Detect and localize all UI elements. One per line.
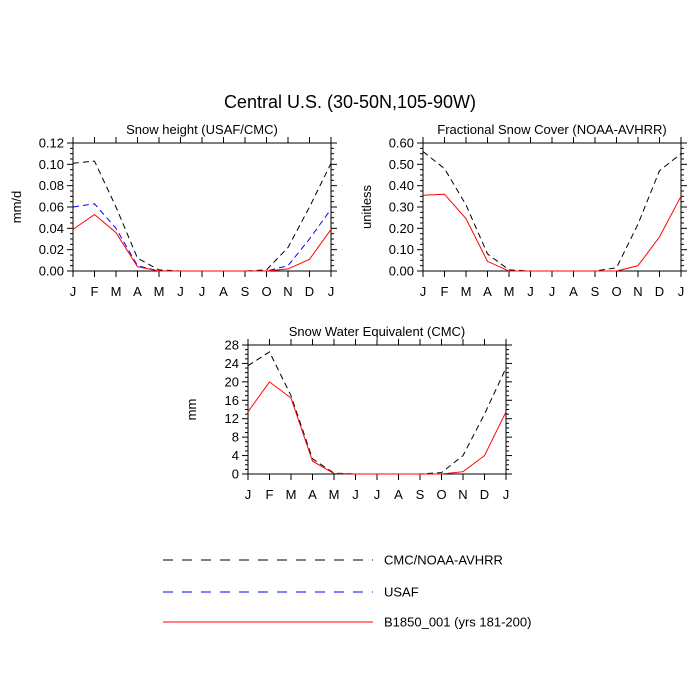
legend-label-1: USAF (384, 585, 419, 600)
fractional-snow-cover-x-tick-label: A (569, 284, 578, 299)
snow-water-equivalent-y-axis-label: mm (184, 399, 199, 421)
snow-height-series-cmc-noaa-avhrr (72, 160, 332, 272)
snow-water-equivalent-y-tick-label: 20 (225, 374, 239, 389)
snow-height-x-tick-label: J (177, 284, 184, 299)
snow-water-equivalent-title: Snow Water Equivalent (CMC) (289, 324, 466, 339)
fractional-snow-cover-y-tick-label: 0.60 (389, 136, 414, 151)
snow-water-equivalent-x-tick-label: J (245, 487, 252, 502)
snow-water-equivalent-x-tick-label: J (352, 487, 359, 502)
fractional-snow-cover-x-tick-label: M (461, 284, 472, 299)
snow-height-y-tick-label: 0.02 (39, 242, 64, 257)
snow-height-x-tick-label: D (305, 284, 314, 299)
snow-height-x-tick-label: J (199, 284, 206, 299)
snow-height-y-tick-label: 0.00 (39, 264, 64, 279)
fractional-snow-cover-panel: Fractional Snow Cover (NOAA-AVHRR) unitle… (359, 122, 687, 299)
snow-water-equivalent-x-tick-label: O (436, 487, 446, 502)
snow-height-x-tick-label: S (241, 284, 250, 299)
legend-label-2: B1850_001 (yrs 181-200) (384, 615, 531, 630)
fractional-snow-cover-series-b1850-001-yrs-181-200 (422, 193, 682, 272)
fractional-snow-cover-x-tick-label: M (504, 284, 515, 299)
snow-height-x-tick-label: M (154, 284, 165, 299)
snow-height-series-usaf (72, 203, 332, 272)
snow-height-y-tick-label: 0.04 (39, 221, 64, 236)
snow-height-series-b1850-001-yrs-181-200 (72, 213, 332, 272)
fractional-snow-cover-x-tick-label: D (655, 284, 664, 299)
snow-height-y-tick-label: 0.10 (39, 157, 64, 172)
snow-water-equivalent-x-tick-label: F (266, 487, 274, 502)
fractional-snow-cover-x-tick-label: F (441, 284, 449, 299)
snow-water-equivalent-x-tick-label: M (286, 487, 297, 502)
snow-height-x-tick-label: J (70, 284, 77, 299)
snow-water-equivalent-x-tick-label: S (416, 487, 425, 502)
fractional-snow-cover-y-tick-label: 0.30 (389, 200, 414, 215)
fractional-snow-cover-plot-frame (422, 142, 682, 272)
fractional-snow-cover-y-axis-label: unitless (359, 184, 374, 229)
fractional-snow-cover-title: Fractional Snow Cover (NOAA-AVHRR) (437, 122, 666, 137)
fractional-snow-cover-y-tick-label: 0.40 (389, 178, 414, 193)
snow-water-equivalent-x-tick-label: M (329, 487, 340, 502)
snow-water-equivalent-panel: Snow Water Equivalent (CMC) mm 0 4 8 12 16 20 24… (184, 324, 512, 502)
fractional-snow-cover-y-tick-label: 0.50 (389, 157, 414, 172)
snow-water-equivalent-x-tick-label: J (503, 487, 510, 502)
fractional-snow-cover-x-tick-label: S (591, 284, 600, 299)
fractional-snow-cover-x-tick-label: A (483, 284, 492, 299)
snow-height-y-tick-label: 0.06 (39, 200, 64, 215)
snow-water-equivalent-y-tick-label: 4 (232, 448, 239, 463)
snow-water-equivalent-x-tick-label: J (374, 487, 381, 502)
snow-height-y-axis-label: mm/d (9, 191, 24, 224)
snow-height-y-tick-label: 0.12 (39, 136, 64, 151)
fractional-snow-cover-x-tick-label: J (420, 284, 427, 299)
legend-label-0: CMC/NOAA-AVHRR (384, 553, 503, 568)
fractional-snow-cover-y-tick-label: 0.10 (389, 242, 414, 257)
snow-water-equivalent-y-tick-label: 16 (225, 393, 239, 408)
snow-water-equivalent-plot-frame (247, 344, 507, 475)
snow-water-equivalent-x-tick-label: N (458, 487, 467, 502)
snow-water-equivalent-y-tick-label: 24 (225, 356, 239, 371)
snow-height-title: Snow height (USAF/CMC) (126, 122, 278, 137)
figure-title: Central U.S. (30-50N,105-90W) (224, 92, 476, 112)
snow-height-plot-frame (72, 142, 332, 272)
fractional-snow-cover-x-tick-label: N (633, 284, 642, 299)
fractional-snow-cover-y-tick-label: 0.20 (389, 221, 414, 236)
snow-height-x-tick-label: J (328, 284, 335, 299)
snow-water-equivalent-series-b1850-001-yrs-181-200 (247, 381, 507, 475)
snow-water-equivalent-x-tick-label: A (394, 487, 403, 502)
snow-water-equivalent-y-tick-label: 0 (232, 467, 239, 482)
snow-height-x-tick-label: F (91, 284, 99, 299)
snow-water-equivalent-y-tick-label: 8 (232, 430, 239, 445)
snow-height-x-tick-label: O (261, 284, 271, 299)
snow-height-panel: Snow height (USAF/CMC) mm/d 0.00 0.02 0.04 0.… (9, 122, 337, 299)
snow-height-x-tick-label: A (133, 284, 142, 299)
fractional-snow-cover-series-cmc-noaa-avhrr (422, 151, 682, 272)
snow-height-x-tick-label: M (111, 284, 122, 299)
snow-height-x-tick-label: A (219, 284, 228, 299)
fractional-snow-cover-x-tick-label: J (678, 284, 685, 299)
legend: CMC/NOAA-AVHRR USAF B1850_001 (yrs 181-200… (163, 553, 531, 630)
fractional-snow-cover-x-tick-label: O (611, 284, 621, 299)
fractional-snow-cover-x-tick-label: J (527, 284, 534, 299)
snow-height-x-tick-label: N (283, 284, 292, 299)
snow-height-y-tick-label: 0.08 (39, 178, 64, 193)
snow-water-equivalent-y-tick-label: 12 (225, 411, 239, 426)
snow-water-equivalent-y-tick-label: 28 (225, 338, 239, 353)
fractional-snow-cover-x-tick-label: J (549, 284, 556, 299)
snow-water-equivalent-x-tick-label: D (480, 487, 489, 502)
fractional-snow-cover-y-tick-label: 0.00 (389, 264, 414, 279)
snow-water-equivalent-x-tick-label: A (308, 487, 317, 502)
snow-water-equivalent-series-cmc-noaa-avhrr (247, 351, 507, 475)
